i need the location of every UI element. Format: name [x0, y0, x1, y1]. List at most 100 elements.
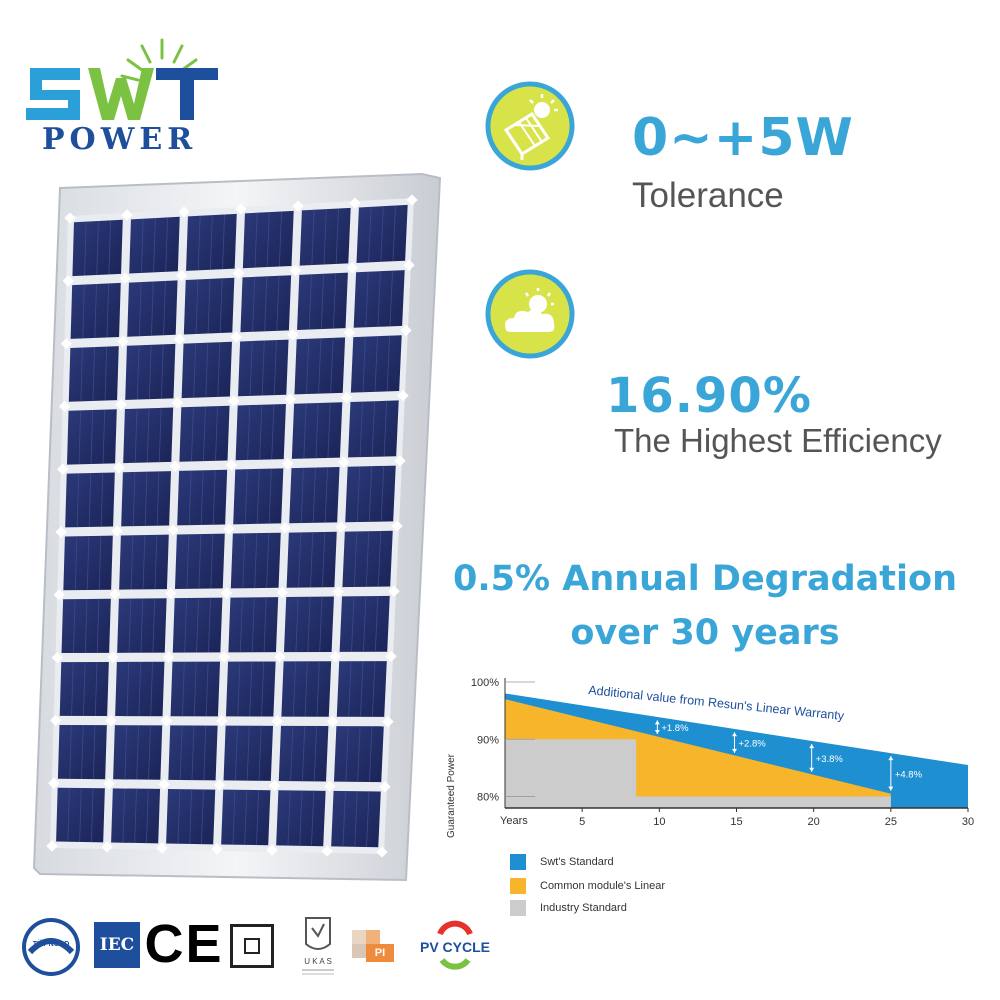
cell-busbar: [244, 789, 248, 845]
cell-busbar: [215, 406, 218, 461]
cell-busbar: [276, 275, 280, 331]
degradation-heading: 0.5% Annual Degradation over 30 years: [420, 552, 990, 660]
cell-corner: [400, 324, 412, 337]
cell-busbar: [299, 790, 303, 846]
ukas-label: U K A S: [304, 957, 332, 966]
cell-corner: [379, 781, 391, 793]
cell-busbar: [100, 472, 104, 527]
chart-xlabel: Years: [500, 815, 528, 827]
cell-corner: [228, 395, 240, 407]
cell-corner: [281, 457, 294, 470]
cell-busbar: [254, 212, 258, 268]
cell-busbar: [234, 725, 238, 781]
cell-busbar: [154, 534, 158, 590]
cell-busbar: [242, 533, 246, 589]
cell-busbar: [128, 598, 132, 653]
logo-subtitle: POWER: [42, 122, 198, 157]
cell-busbar: [193, 661, 197, 717]
cell-corner: [394, 455, 406, 467]
cell-busbar: [94, 661, 98, 717]
legend-item-swt: Swt's Standard: [510, 854, 614, 870]
cell-corner: [376, 846, 388, 858]
annotation-arrowhead: [888, 786, 894, 791]
cell-busbar: [198, 534, 202, 589]
efficiency-value: 16.90%: [606, 368, 812, 424]
cell-busbar: [84, 221, 87, 276]
cell-busbar: [146, 788, 149, 844]
cell-busbar: [264, 276, 268, 332]
cell-corner: [107, 651, 119, 664]
x-tick-label: 15: [730, 816, 742, 828]
cell-busbar: [363, 596, 367, 652]
cell-busbar: [380, 465, 385, 522]
cell-busbar: [191, 725, 195, 781]
cell-busbar: [362, 336, 366, 393]
cell-corner: [211, 843, 223, 855]
ce-label: CE: [144, 914, 224, 974]
cell-busbar: [76, 473, 80, 528]
cell-corner: [326, 715, 339, 728]
cell-busbar: [371, 401, 375, 457]
cell-busbar: [287, 790, 291, 846]
cell-busbar: [303, 403, 307, 459]
cell-busbar: [197, 215, 201, 271]
cell-busbar: [188, 470, 192, 526]
cell-corner: [271, 715, 283, 727]
cell-busbar: [319, 596, 323, 653]
cell-busbar: [306, 338, 310, 395]
cell-corner: [324, 780, 336, 792]
annotation-arrowhead: [654, 720, 660, 725]
legend-label-common: Common module's Linear: [540, 880, 665, 892]
cell-busbar: [69, 724, 72, 779]
cell-busbar: [201, 789, 204, 845]
cell-busbar: [148, 344, 152, 400]
cell-busbar: [304, 661, 308, 717]
cell-busbar: [313, 725, 317, 782]
tuv-nord-label: TÜV NORD: [33, 939, 70, 948]
cell-busbar: [298, 532, 302, 588]
cell-corner: [173, 333, 186, 345]
panel-cell-grid: [46, 194, 418, 858]
cell-corner: [276, 586, 289, 599]
cell-busbar: [132, 471, 136, 527]
cell-busbar: [108, 220, 111, 275]
cell-corner: [284, 393, 296, 405]
cell-busbar: [348, 661, 352, 717]
cell-busbar: [208, 597, 211, 653]
cell-corner: [266, 844, 278, 856]
cell-busbar: [311, 790, 315, 847]
cell-busbar: [232, 789, 236, 845]
cell-busbar: [205, 661, 209, 717]
cell-busbar: [148, 725, 151, 780]
cell-busbar: [186, 534, 190, 589]
cell-corner: [220, 587, 233, 599]
cell-busbar: [315, 402, 319, 459]
cell-busbar: [357, 726, 361, 782]
cell-busbar: [377, 530, 382, 587]
cell-busbar: [179, 725, 183, 780]
y-tick-label: 100%: [471, 677, 499, 689]
cell-busbar: [308, 274, 312, 330]
cell-busbar: [312, 467, 316, 523]
chart-axes: 100% 90% 80% 5 10 15 20 25 30: [471, 677, 974, 828]
cell-busbar: [136, 725, 139, 780]
cell-busbar: [239, 597, 243, 653]
legend-label-swt: Swt's Standard: [540, 856, 614, 868]
pv-cycle-icon: PV CYCLE: [412, 916, 498, 978]
cell-corner: [329, 650, 342, 663]
cell-busbar: [311, 209, 315, 266]
cell-busbar: [102, 409, 106, 464]
cell-busbar: [80, 347, 83, 402]
cell-busbar: [246, 725, 250, 781]
cell-corner: [340, 391, 353, 404]
annotation-arrowhead: [732, 748, 737, 753]
efficiency-label: The Highest Efficiency: [614, 422, 942, 459]
cell-busbar: [386, 335, 391, 392]
annotation-label: +1.8%: [661, 723, 689, 734]
legend-swatch-industry: [510, 900, 526, 916]
cell-busbar: [96, 598, 100, 653]
cell-busbar: [203, 725, 207, 781]
cell-busbar: [301, 725, 306, 782]
cell-busbar: [84, 599, 88, 653]
cell-busbar: [368, 466, 373, 522]
